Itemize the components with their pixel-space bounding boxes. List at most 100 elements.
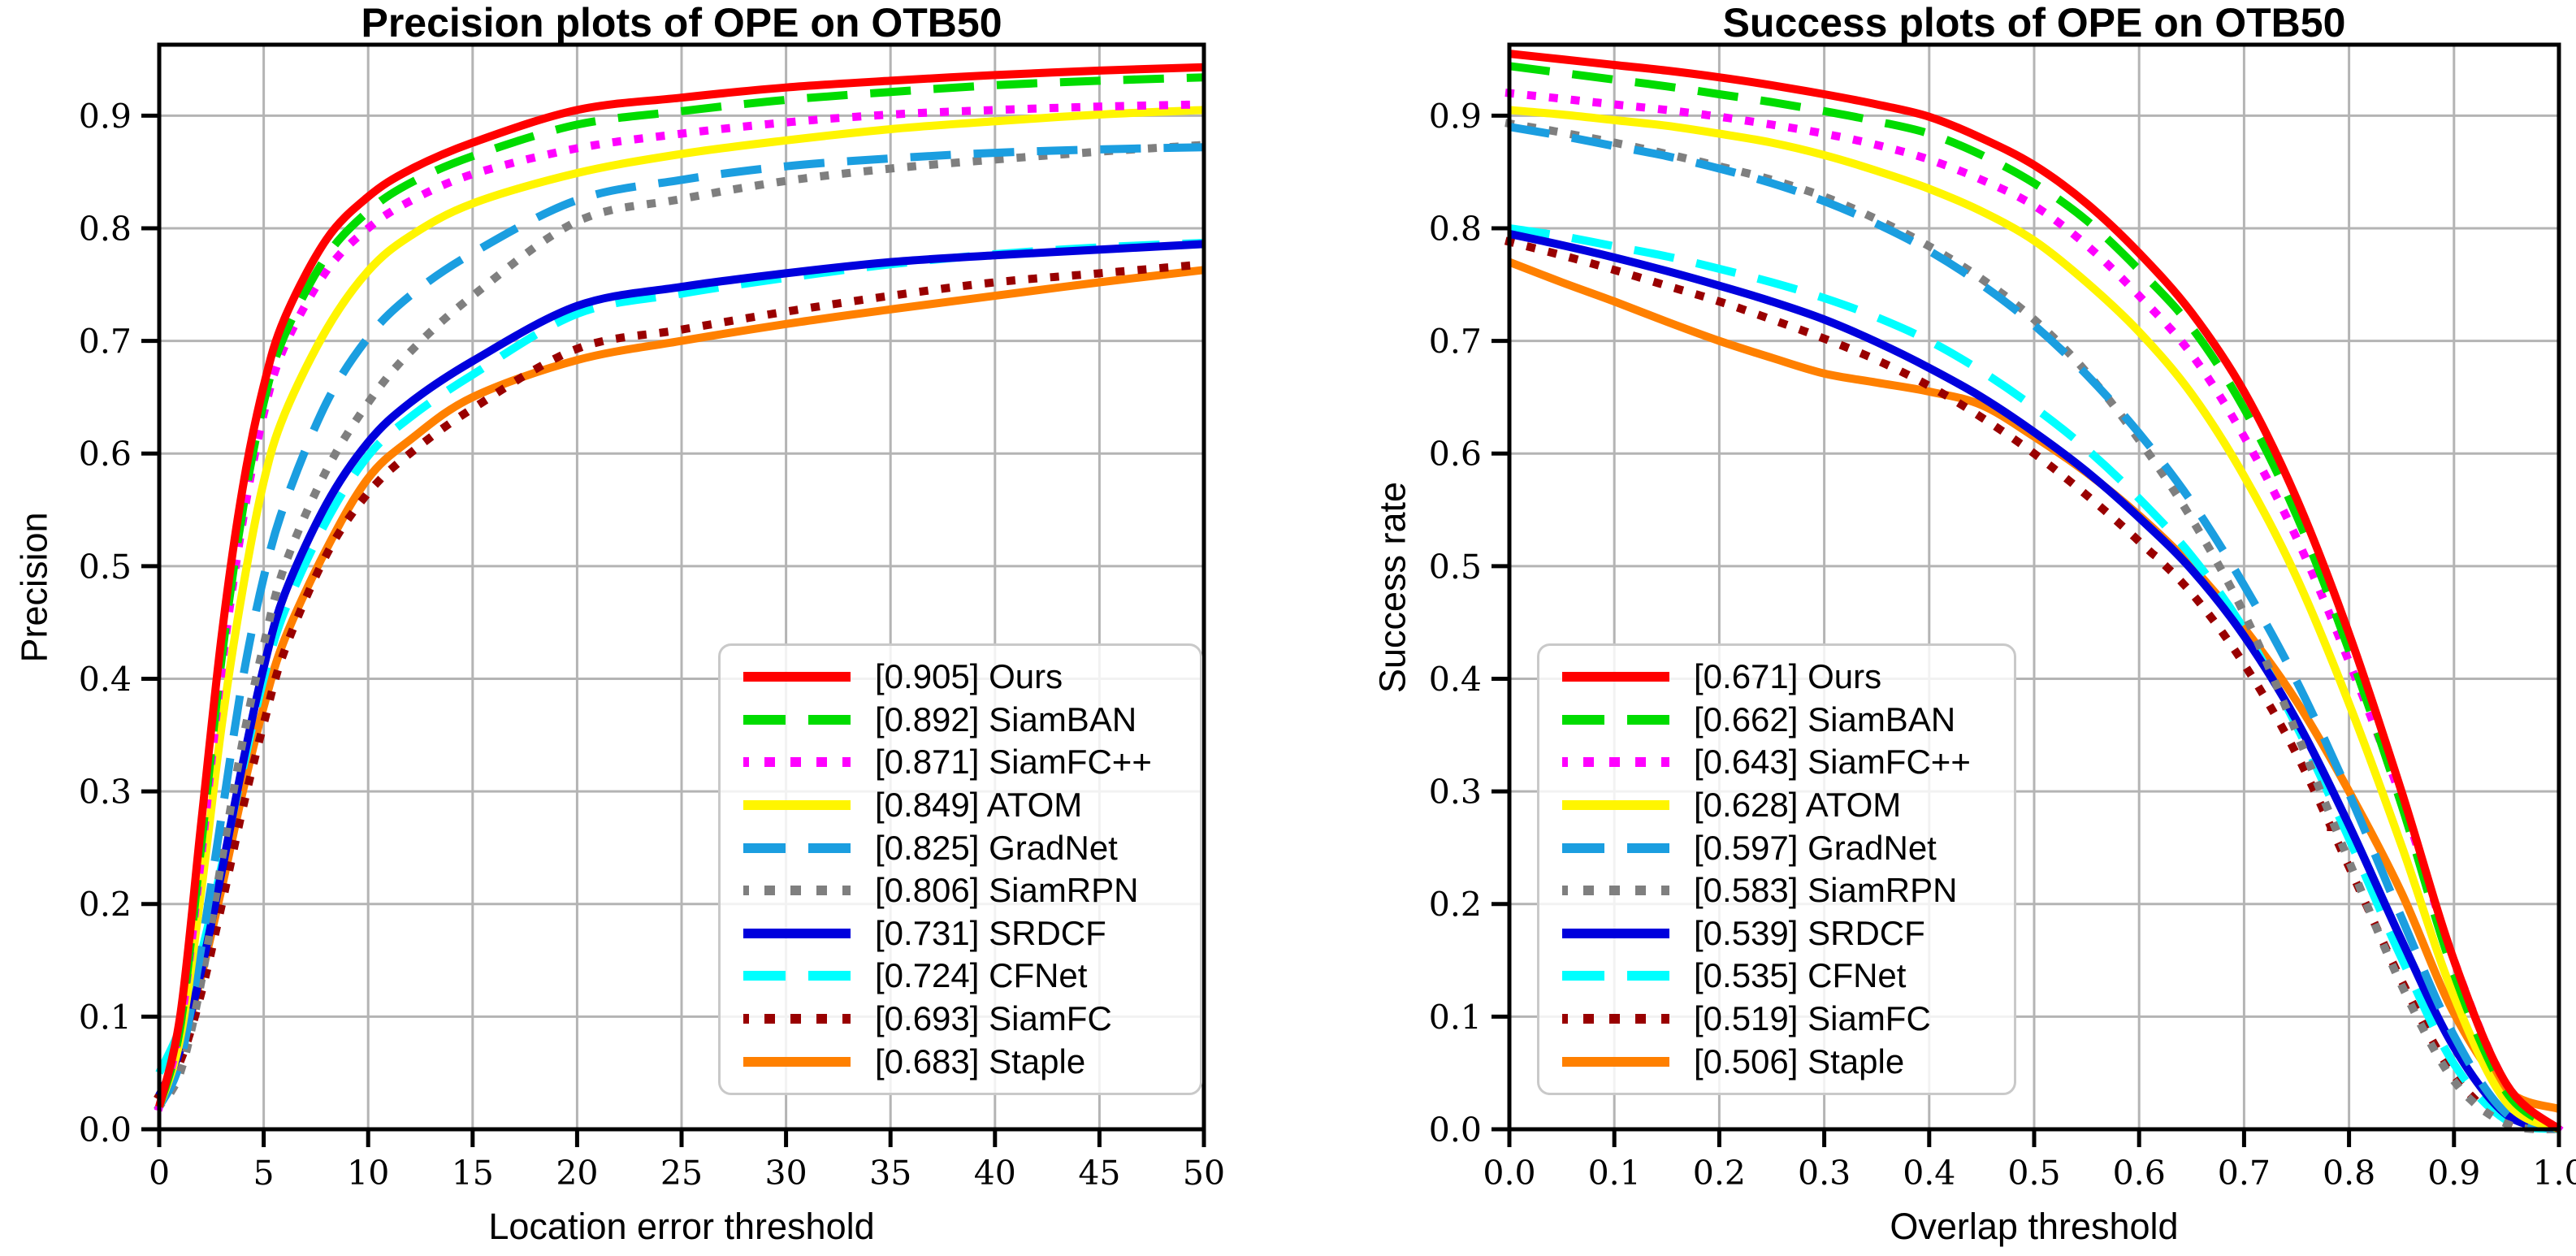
legend-label: [0.671] Ours bbox=[1694, 657, 1882, 696]
y-tick-label: 0.2 bbox=[79, 886, 132, 925]
legend-label: [0.506] Staple bbox=[1694, 1042, 1905, 1081]
legend-line-swatch bbox=[1562, 928, 1669, 938]
x-tick-label: 0.3 bbox=[1798, 1154, 1851, 1193]
legend-label: [0.806] SiamRPN bbox=[875, 871, 1139, 910]
x-tick-label: 45 bbox=[1078, 1154, 1120, 1193]
legend-row: [0.583] SiamRPN bbox=[1562, 871, 2006, 910]
y-tick-label: 0.3 bbox=[1429, 773, 1482, 812]
legend-line-swatch bbox=[743, 800, 851, 811]
success-legend: [0.671] Ours [0.662] SiamBAN [0.643] Sia… bbox=[1537, 643, 2016, 1095]
legend-label: [0.683] Staple bbox=[875, 1042, 1086, 1081]
x-tick-label: 1.0 bbox=[2532, 1154, 2576, 1193]
y-tick-label: 0.4 bbox=[1429, 660, 1482, 699]
legend-label: [0.731] SRDCF bbox=[875, 913, 1106, 952]
legend-row: [0.731] SRDCF bbox=[743, 914, 1192, 953]
y-tick-label: 0.1 bbox=[1429, 998, 1482, 1037]
curve-GradNet bbox=[155, 143, 1205, 1109]
legend-row: [0.724] CFNet bbox=[743, 956, 1192, 995]
x-tick-label: 0 bbox=[149, 1154, 170, 1193]
legend-row: [0.643] SiamFC++ bbox=[1562, 743, 2006, 782]
x-tick-label: 25 bbox=[660, 1154, 703, 1193]
legend-row: [0.597] GradNet bbox=[1562, 829, 2006, 868]
precision-plot-title: Precision plots of OPE on OTB50 bbox=[361, 0, 1002, 45]
x-tick-label: 0.0 bbox=[1483, 1154, 1535, 1193]
legend-line-swatch bbox=[1562, 757, 1669, 768]
legend-label: [0.519] SiamFC bbox=[1694, 999, 1931, 1038]
x-tick-label: 0.7 bbox=[2218, 1154, 2271, 1193]
curve-SRDCF bbox=[1508, 230, 2561, 1133]
x-tick-label: 0.6 bbox=[2113, 1154, 2166, 1193]
y-tick-label: 0.8 bbox=[79, 210, 132, 249]
legend-line-swatch bbox=[1562, 971, 1669, 981]
legend-line-swatch bbox=[743, 672, 851, 682]
legend-label: [0.539] SRDCF bbox=[1694, 913, 1925, 952]
legend-line-swatch bbox=[743, 886, 851, 896]
x-tick-label: 20 bbox=[556, 1154, 598, 1193]
y-tick-label: 0.5 bbox=[79, 548, 132, 587]
y-tick-label: 0.6 bbox=[79, 435, 132, 474]
legend-row: [0.628] ATOM bbox=[1562, 786, 2006, 825]
x-tick-label: 10 bbox=[347, 1154, 389, 1193]
legend-line-swatch bbox=[743, 714, 851, 725]
legend-row: [0.806] SiamRPN bbox=[743, 871, 1192, 910]
legend-row: [0.683] Staple bbox=[743, 1042, 1192, 1081]
legend-label: [0.662] SiamBAN bbox=[1694, 699, 1956, 738]
y-tick-label: 0.7 bbox=[1429, 323, 1482, 362]
legend-label: [0.905] Ours bbox=[875, 657, 1063, 696]
y-tick-label: 0.1 bbox=[79, 998, 132, 1037]
precision-legend: [0.905] Ours [0.892] SiamBAN [0.871] Sia… bbox=[718, 643, 1202, 1095]
legend-label: [0.825] GradNet bbox=[875, 828, 1118, 867]
curve-ATOM bbox=[155, 106, 1205, 1108]
curve-ATOM bbox=[1509, 106, 2561, 1133]
legend-line-swatch bbox=[743, 971, 851, 981]
legend-label: [0.583] SiamRPN bbox=[1694, 871, 1958, 910]
legend-label: [0.892] SiamBAN bbox=[875, 699, 1137, 738]
y-tick-label: 0.0 bbox=[79, 1111, 132, 1150]
legend-line-swatch bbox=[743, 928, 851, 938]
legend-row: [0.849] ATOM bbox=[743, 786, 1192, 825]
legend-label: [0.871] SiamFC++ bbox=[875, 743, 1152, 782]
success-yaxis-label: Success rate bbox=[1371, 481, 1414, 694]
y-tick-label: 0.3 bbox=[79, 773, 132, 812]
x-tick-label: 0.4 bbox=[1903, 1154, 1955, 1193]
legend-row: [0.535] CFNet bbox=[1562, 956, 2006, 995]
legend-row: [0.671] Ours bbox=[1562, 657, 2006, 696]
curve-GradNet bbox=[1509, 123, 2561, 1133]
legend-row: [0.825] GradNet bbox=[743, 829, 1192, 868]
x-tick-label: 30 bbox=[765, 1154, 807, 1193]
x-tick-label: 15 bbox=[452, 1154, 494, 1193]
legend-line-swatch bbox=[1562, 886, 1669, 896]
legend-label: [0.693] SiamFC bbox=[875, 999, 1112, 1038]
y-tick-label: 0.0 bbox=[1429, 1111, 1482, 1150]
x-tick-label: 0.2 bbox=[1693, 1154, 1746, 1193]
legend-label: [0.535] CFNet bbox=[1694, 956, 1907, 995]
precision-xaxis-label: Location error threshold bbox=[488, 1206, 875, 1247]
legend-label: [0.643] SiamFC++ bbox=[1694, 743, 1971, 782]
y-tick-label: 0.6 bbox=[1429, 435, 1482, 474]
legend-row: [0.693] SiamFC bbox=[743, 999, 1192, 1038]
legend-row: [0.871] SiamFC++ bbox=[743, 743, 1192, 782]
legend-row: [0.892] SiamBAN bbox=[743, 700, 1192, 739]
legend-line-swatch bbox=[1562, 1056, 1669, 1067]
legend-line-swatch bbox=[1562, 842, 1669, 853]
x-tick-label: 50 bbox=[1183, 1154, 1225, 1193]
curve-SiamBAN bbox=[155, 73, 1205, 1108]
x-tick-label: 40 bbox=[974, 1154, 1016, 1193]
y-tick-label: 0.5 bbox=[1429, 548, 1482, 587]
y-tick-label: 0.4 bbox=[79, 660, 132, 699]
legend-line-swatch bbox=[743, 842, 851, 853]
curve-SRDCF bbox=[155, 240, 1205, 1098]
curve-CFNet bbox=[1509, 224, 2560, 1133]
y-tick-label: 0.9 bbox=[1429, 97, 1482, 136]
x-tick-label: 0.9 bbox=[2427, 1154, 2480, 1193]
x-tick-label: 0.5 bbox=[2007, 1154, 2060, 1193]
curve-SiamFC bbox=[154, 259, 1209, 1102]
precision-yaxis-label: Precision bbox=[13, 512, 55, 663]
legend-label: [0.597] GradNet bbox=[1694, 828, 1937, 867]
success-xaxis-label: Overlap threshold bbox=[1890, 1206, 2179, 1247]
legend-label: [0.628] ATOM bbox=[1694, 786, 1902, 825]
legend-line-swatch bbox=[743, 1014, 851, 1024]
legend-row: [0.539] SRDCF bbox=[1562, 914, 2006, 953]
